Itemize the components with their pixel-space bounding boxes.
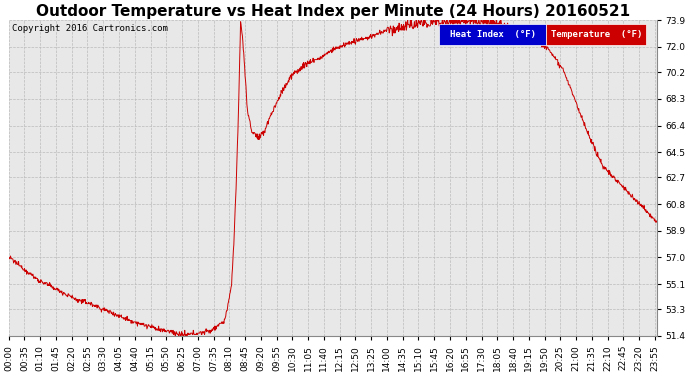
Text: Heat Index  (°F): Heat Index (°F) [450, 30, 536, 39]
Title: Outdoor Temperature vs Heat Index per Minute (24 Hours) 20160521: Outdoor Temperature vs Heat Index per Mi… [36, 4, 630, 19]
Text: Temperature  (°F): Temperature (°F) [551, 30, 642, 39]
Text: Copyright 2016 Cartronics.com: Copyright 2016 Cartronics.com [12, 24, 168, 33]
